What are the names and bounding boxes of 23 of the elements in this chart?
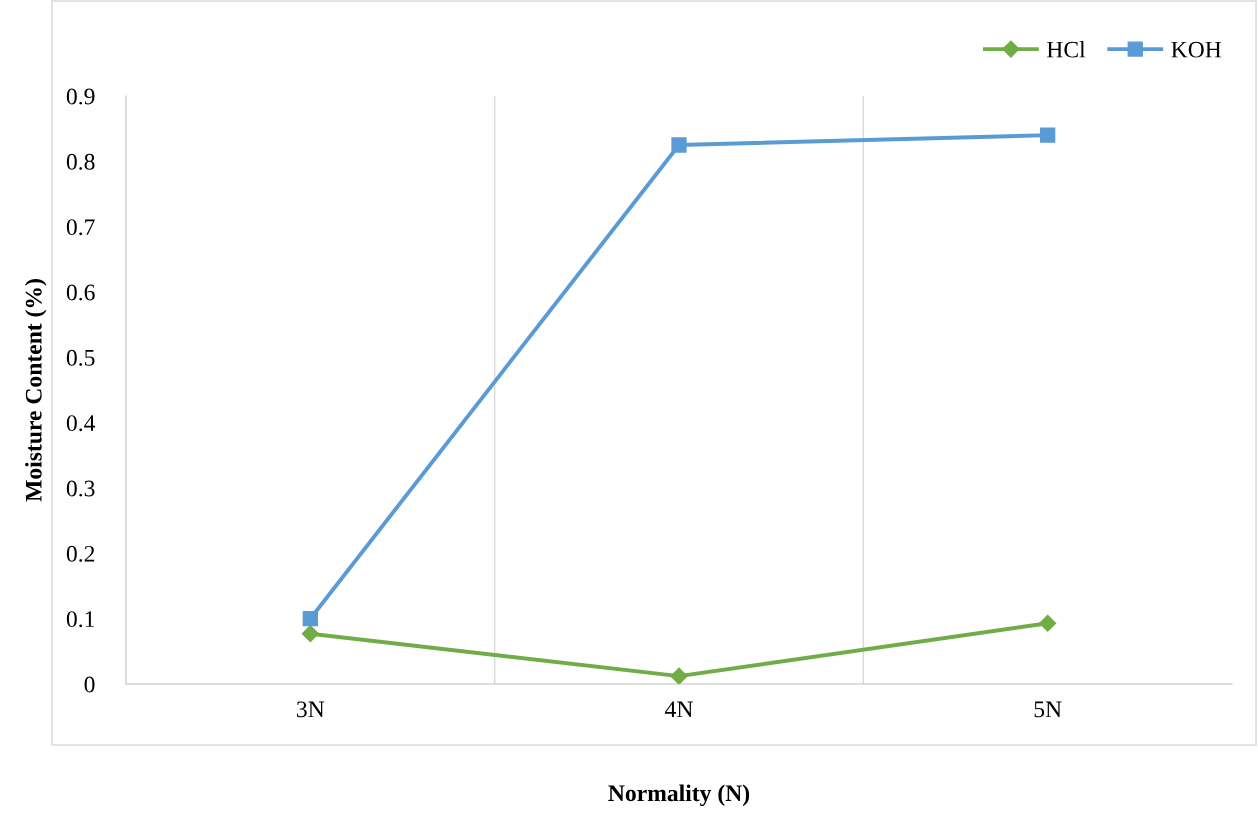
y-tick-label: 0.5 bbox=[66, 349, 95, 366]
y-tick-label: 0.2 bbox=[66, 545, 95, 562]
y-axis-title: Moisture Content (%) bbox=[25, 279, 47, 502]
point bbox=[1040, 127, 1056, 143]
point bbox=[670, 667, 688, 684]
y-tick-label: 0.9 bbox=[66, 88, 95, 105]
y-tick-label: 0.1 bbox=[66, 611, 95, 628]
legend-label: KOH bbox=[1171, 41, 1222, 58]
x-axis-title: Normality (N) bbox=[608, 784, 750, 807]
point bbox=[1039, 614, 1057, 632]
x-tick-label: 3N bbox=[297, 701, 325, 718]
legend-label: HCl bbox=[1046, 40, 1086, 58]
y-tick-label: 0.6 bbox=[66, 284, 95, 301]
y-tick-label: 0.7 bbox=[66, 219, 95, 236]
point bbox=[671, 137, 687, 153]
y-tick-label: 0.4 bbox=[66, 415, 96, 432]
y-tick-label: 0 bbox=[84, 676, 95, 693]
y-tick-label: 0.3 bbox=[66, 480, 95, 497]
point bbox=[301, 625, 319, 643]
x-tick-label: 4N bbox=[665, 701, 693, 718]
x-tick-label: 5N bbox=[1034, 701, 1062, 718]
y-tick-label: 0.8 bbox=[66, 153, 95, 170]
point bbox=[302, 611, 318, 627]
